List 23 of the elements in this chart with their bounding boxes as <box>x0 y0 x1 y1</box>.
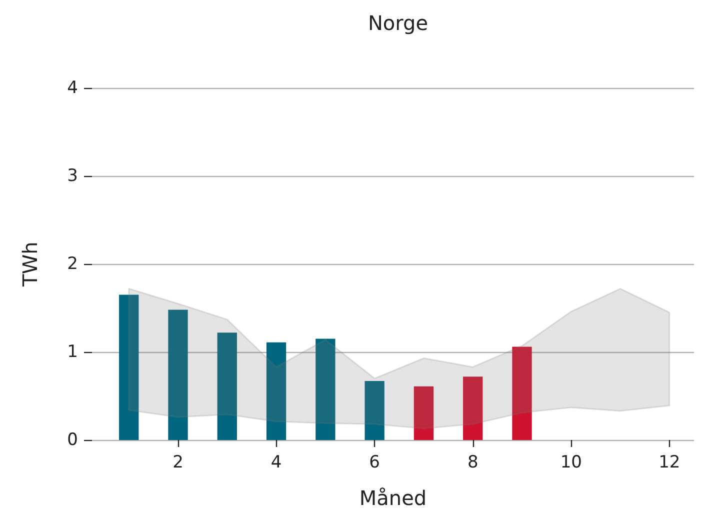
bar <box>217 332 237 440</box>
bar <box>119 294 139 440</box>
x-tick-label: 12 <box>658 452 680 472</box>
x-tick-label: 10 <box>560 452 582 472</box>
y-tick-label: 4 <box>67 78 78 98</box>
y-tick-label: 0 <box>67 430 78 450</box>
chart-title: Norge <box>368 11 428 35</box>
x-tick-label: 8 <box>467 452 478 472</box>
y-tick-label: 1 <box>67 342 78 362</box>
bar <box>414 386 434 440</box>
bar <box>266 342 286 440</box>
bar <box>463 376 483 440</box>
y-axis-title: TWh <box>18 242 42 288</box>
x-axis-title: Måned <box>359 486 427 510</box>
bar <box>316 338 336 440</box>
x-tick-label: 4 <box>270 452 282 472</box>
x-tick-label: 2 <box>172 452 184 472</box>
x-tick-label: 6 <box>369 452 380 472</box>
bar <box>168 310 188 440</box>
y-tick-label: 2 <box>67 254 78 274</box>
bar <box>364 381 384 440</box>
y-tick-label: 3 <box>67 166 78 186</box>
bar <box>512 346 532 440</box>
